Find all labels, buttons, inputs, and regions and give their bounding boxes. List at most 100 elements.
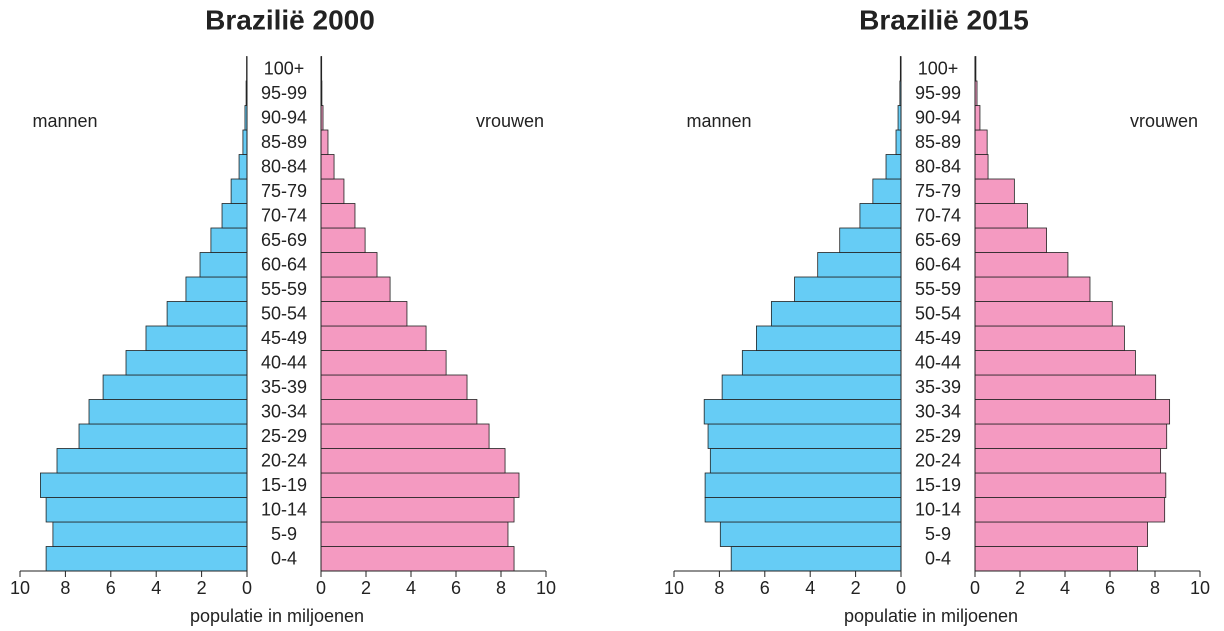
category-label: 85-89 — [261, 132, 307, 152]
category-label: 65-69 — [915, 230, 961, 250]
bar — [320, 521, 509, 547]
x-tick-label: 6 — [1105, 578, 1115, 598]
category-label: 40-44 — [915, 353, 961, 373]
category-label: 30-34 — [261, 402, 307, 422]
category-label: 70-74 — [261, 206, 307, 226]
bar — [242, 129, 248, 155]
category-label: 40-44 — [261, 353, 307, 373]
category-label: 5-9 — [271, 524, 297, 544]
bar — [125, 350, 248, 376]
bar — [719, 521, 902, 547]
bar — [974, 325, 1125, 351]
category-label: 10-14 — [261, 500, 307, 520]
bar — [320, 448, 506, 474]
category-label: 45-49 — [915, 328, 961, 348]
bar — [320, 129, 329, 155]
bar — [974, 472, 1167, 498]
x-tick-label: 10 — [1190, 578, 1210, 598]
x-tick-label: 0 — [896, 578, 906, 598]
bar — [238, 154, 248, 180]
bar — [320, 423, 490, 449]
bar — [794, 276, 902, 302]
category-label: 80-84 — [261, 157, 307, 177]
bar — [817, 252, 902, 278]
bar — [721, 374, 902, 400]
bar — [974, 374, 1157, 400]
category-label: 10-14 — [915, 500, 961, 520]
bar — [185, 276, 248, 302]
x-tick-label: 10 — [10, 578, 30, 598]
category-label: 35-39 — [261, 377, 307, 397]
chart-title: Brazilië 2015 — [859, 4, 1029, 35]
bar — [974, 203, 1028, 229]
category-label: 30-34 — [915, 402, 961, 422]
x-tick-label: 6 — [451, 578, 461, 598]
category-label: 0-4 — [271, 549, 297, 569]
category-label: 75-79 — [261, 181, 307, 201]
bar — [320, 227, 366, 253]
bar — [974, 399, 1171, 425]
bar — [78, 423, 248, 449]
bar — [730, 546, 902, 572]
x-tick-label: 8 — [1150, 578, 1160, 598]
bar — [56, 448, 248, 474]
bar — [974, 227, 1047, 253]
x-tick-label: 2 — [197, 578, 207, 598]
category-label: 55-59 — [915, 279, 961, 299]
bar — [974, 276, 1091, 302]
category-label: 100+ — [264, 59, 305, 79]
category-label: 20-24 — [261, 451, 307, 471]
series-label: vrouwen — [1130, 111, 1198, 131]
category-label: 20-24 — [915, 451, 961, 471]
bar — [320, 178, 345, 204]
bar — [709, 448, 902, 474]
x-tick-label: 4 — [805, 578, 815, 598]
bar — [320, 374, 468, 400]
bar — [974, 350, 1136, 376]
bar — [320, 252, 378, 278]
bar — [102, 374, 248, 400]
x-tick-label: 10 — [664, 578, 684, 598]
category-label: 100+ — [918, 59, 959, 79]
x-tick-label: 10 — [536, 578, 556, 598]
x-tick-label: 8 — [714, 578, 724, 598]
bar — [320, 546, 515, 572]
bar — [210, 227, 248, 253]
category-label: 15-19 — [915, 475, 961, 495]
category-label: 95-99 — [915, 83, 961, 103]
bar — [756, 325, 902, 351]
bar — [974, 497, 1166, 523]
bar — [704, 497, 902, 523]
x-tick-label: 4 — [406, 578, 416, 598]
category-label: 25-29 — [261, 426, 307, 446]
x-tick-label: 6 — [760, 578, 770, 598]
bar — [974, 546, 1138, 572]
bar — [221, 203, 248, 229]
bar — [974, 154, 989, 180]
bar — [320, 203, 356, 229]
bar — [839, 227, 902, 253]
bar — [45, 546, 248, 572]
bar — [974, 301, 1113, 327]
category-label: 90-94 — [915, 108, 961, 128]
bar — [40, 472, 248, 498]
series-label: mannen — [686, 111, 751, 131]
series-label: mannen — [32, 111, 97, 131]
x-tick-label: 2 — [1015, 578, 1025, 598]
x-tick-label: 8 — [496, 578, 506, 598]
bar — [145, 325, 248, 351]
category-label: 0-4 — [925, 549, 951, 569]
bar — [320, 350, 447, 376]
x-tick-label: 6 — [106, 578, 116, 598]
bar — [974, 448, 1162, 474]
bar — [199, 252, 248, 278]
bar — [974, 105, 981, 131]
bar — [707, 423, 902, 449]
category-label: 55-59 — [261, 279, 307, 299]
category-label: 70-74 — [915, 206, 961, 226]
bar — [166, 301, 248, 327]
category-label: 80-84 — [915, 157, 961, 177]
bar — [320, 154, 335, 180]
